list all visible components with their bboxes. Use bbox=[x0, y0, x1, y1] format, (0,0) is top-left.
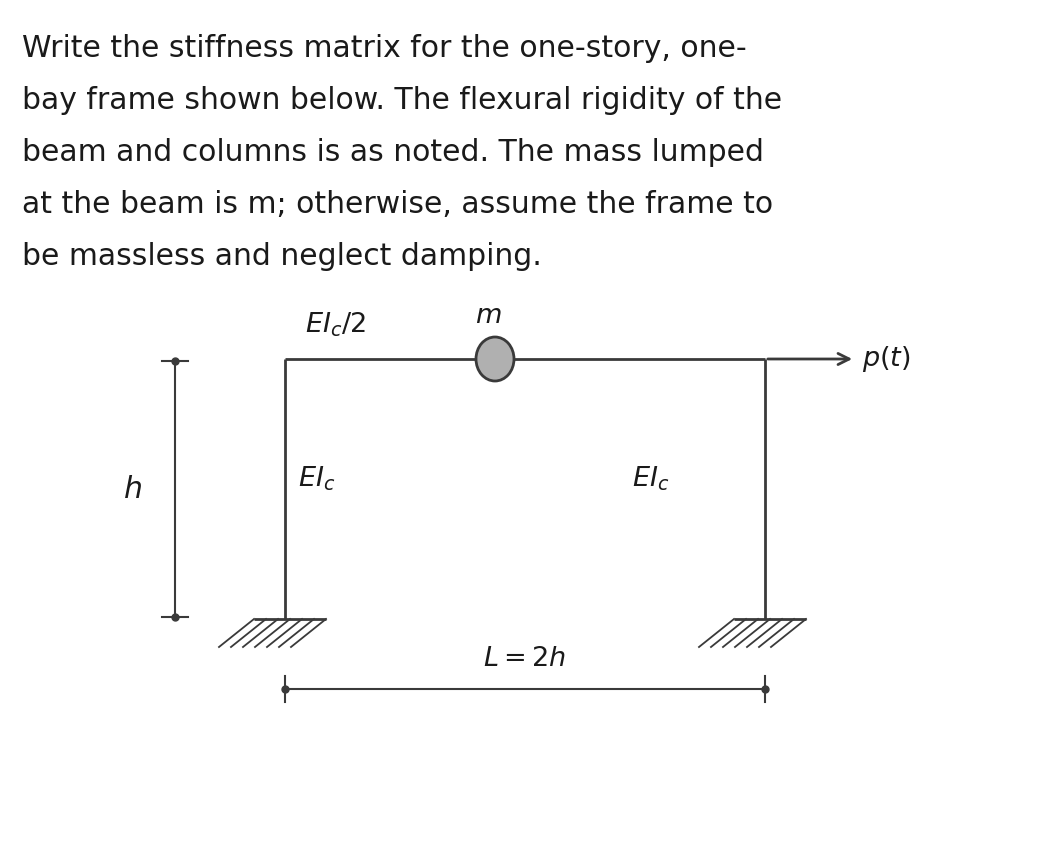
Text: Write the stiffness matrix for the one-story, one-: Write the stiffness matrix for the one-s… bbox=[22, 34, 747, 63]
Text: $p(t)$: $p(t)$ bbox=[862, 344, 910, 374]
Text: $L = 2h$: $L = 2h$ bbox=[484, 646, 566, 672]
Text: $h$: $h$ bbox=[122, 474, 142, 504]
Text: $EI_c$: $EI_c$ bbox=[298, 465, 336, 493]
Text: $EI_c$: $EI_c$ bbox=[631, 465, 670, 493]
Text: at the beam is m; otherwise, assume the frame to: at the beam is m; otherwise, assume the … bbox=[22, 190, 773, 219]
Text: bay frame shown below. The flexural rigidity of the: bay frame shown below. The flexural rigi… bbox=[22, 86, 782, 115]
Text: $EI_c/2$: $EI_c/2$ bbox=[305, 311, 366, 339]
Ellipse shape bbox=[476, 337, 514, 381]
Text: beam and columns is as noted. The mass lumped: beam and columns is as noted. The mass l… bbox=[22, 138, 763, 167]
Text: $m$: $m$ bbox=[475, 303, 502, 329]
Text: be massless and neglect damping.: be massless and neglect damping. bbox=[22, 242, 542, 271]
